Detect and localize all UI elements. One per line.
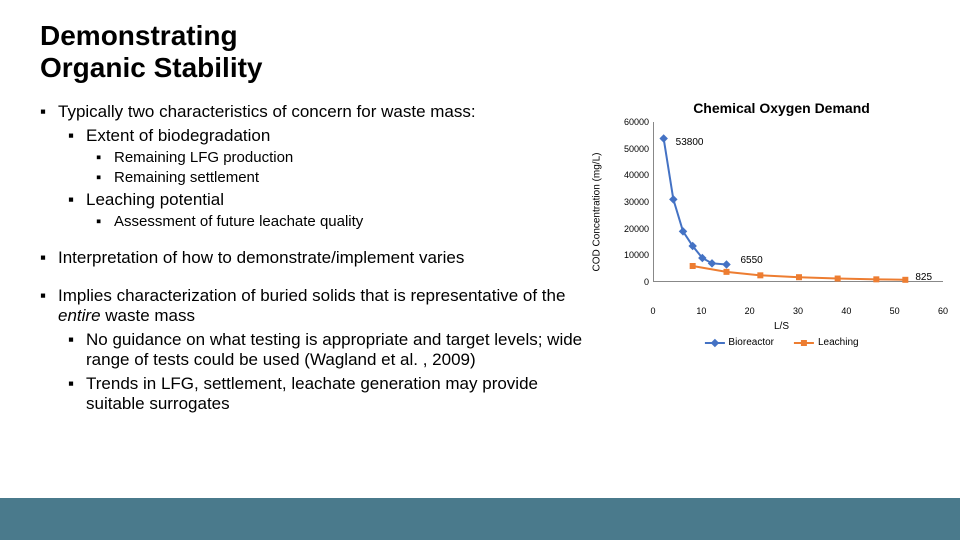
cod-chart: Chemical Oxygen Demand COD Concentration… <box>609 100 954 350</box>
bullet-1-1-1-text: Remaining LFG production <box>114 149 293 166</box>
title-line2: Organic Stability <box>40 52 263 83</box>
footer-band <box>0 498 960 540</box>
bullet-1-2-text: Leaching potential <box>86 190 224 210</box>
chart-xtick: 20 <box>745 306 755 316</box>
bullet-1-2: ▪ Leaching potential <box>68 190 600 210</box>
chart-title: Chemical Oxygen Demand <box>609 100 954 116</box>
bullet-3-2-text: Trends in LFG, settlement, leachate gene… <box>86 374 600 414</box>
slide: Demonstrating Organic Stability ▪ Typica… <box>0 0 960 540</box>
bullet-1: ▪ Typically two characteristics of conce… <box>40 102 600 122</box>
chart-xtick: 0 <box>650 306 655 316</box>
bullet-1-1-1: ▪ Remaining LFG production <box>96 149 600 166</box>
chart-xlabel: L/S <box>774 321 789 332</box>
legend-label: Leaching <box>818 337 859 348</box>
bullet-1-1-2: ▪ Remaining settlement <box>96 169 600 186</box>
bullet-1-text: Typically two characteristics of concern… <box>58 102 476 122</box>
chart-area: COD Concentration (mg/L) 538006550825 L/… <box>609 122 954 302</box>
chart-ytick: 10000 <box>617 250 649 260</box>
chart-plot: 53800 6550 825 <box>653 122 943 282</box>
chart-xtick: 10 <box>696 306 706 316</box>
bullet-1-1-text: Extent of biodegradation <box>86 126 270 146</box>
bullet-1-1: ▪ Extent of biodegradation <box>68 126 600 146</box>
bullet-marker: ▪ <box>68 330 86 370</box>
bullet-marker: ▪ <box>68 126 86 146</box>
bullet-3-2: ▪ Trends in LFG, settlement, leachate ge… <box>68 374 600 414</box>
bullet-2: ▪ Interpretation of how to demonstrate/i… <box>40 248 600 268</box>
bullet-3: ▪ Implies characterization of buried sol… <box>40 286 600 326</box>
bullet-marker: ▪ <box>96 169 114 186</box>
legend-item: Bioreactor <box>704 337 774 348</box>
bullet-marker: ▪ <box>40 248 58 268</box>
chart-ytick: 40000 <box>617 170 649 180</box>
legend-label: Bioreactor <box>728 337 774 348</box>
chart-xtick: 60 <box>938 306 948 316</box>
bullet-1-2-1-text: Assessment of future leachate quality <box>114 213 363 230</box>
chart-data-label: 53800 <box>676 137 704 148</box>
bullet-3-1-text: No guidance on what testing is appropria… <box>86 330 600 370</box>
chart-xtick: 50 <box>890 306 900 316</box>
bullet-marker: ▪ <box>40 286 58 326</box>
legend-item: Leaching <box>794 337 859 348</box>
bullet-marker: ▪ <box>96 149 114 166</box>
chart-ytick: 50000 <box>617 144 649 154</box>
chart-legend: Bioreactor Leaching <box>704 337 858 348</box>
bullet-3-ital: entire <box>58 306 101 325</box>
bullet-3-pre: Implies characterization of buried solid… <box>58 286 565 305</box>
bullet-1-1-2-text: Remaining settlement <box>114 169 259 186</box>
bullet-3-text: Implies characterization of buried solid… <box>58 286 600 326</box>
bullet-marker: ▪ <box>68 190 86 210</box>
chart-ytick: 0 <box>617 277 649 287</box>
bullet-3-1: ▪ No guidance on what testing is appropr… <box>68 330 600 370</box>
chart-data-label: 825 <box>915 272 932 283</box>
bullet-1-2-1: ▪ Assessment of future leachate quality <box>96 213 600 230</box>
chart-ytick: 60000 <box>617 117 649 127</box>
chart-data-label: 6550 <box>741 255 763 266</box>
bullet-marker: ▪ <box>68 374 86 414</box>
chart-xtick: 40 <box>841 306 851 316</box>
bullet-marker: ▪ <box>40 102 58 122</box>
bullet-3-post: waste mass <box>101 306 195 325</box>
slide-title: Demonstrating Organic Stability <box>40 20 920 84</box>
content-block: ▪ Typically two characteristics of conce… <box>40 102 600 414</box>
title-line1: Demonstrating <box>40 20 238 51</box>
chart-ytick: 20000 <box>617 224 649 234</box>
chart-ytick: 30000 <box>617 197 649 207</box>
bullet-marker: ▪ <box>96 213 114 230</box>
chart-xtick: 30 <box>793 306 803 316</box>
bullet-2-text: Interpretation of how to demonstrate/imp… <box>58 248 464 268</box>
